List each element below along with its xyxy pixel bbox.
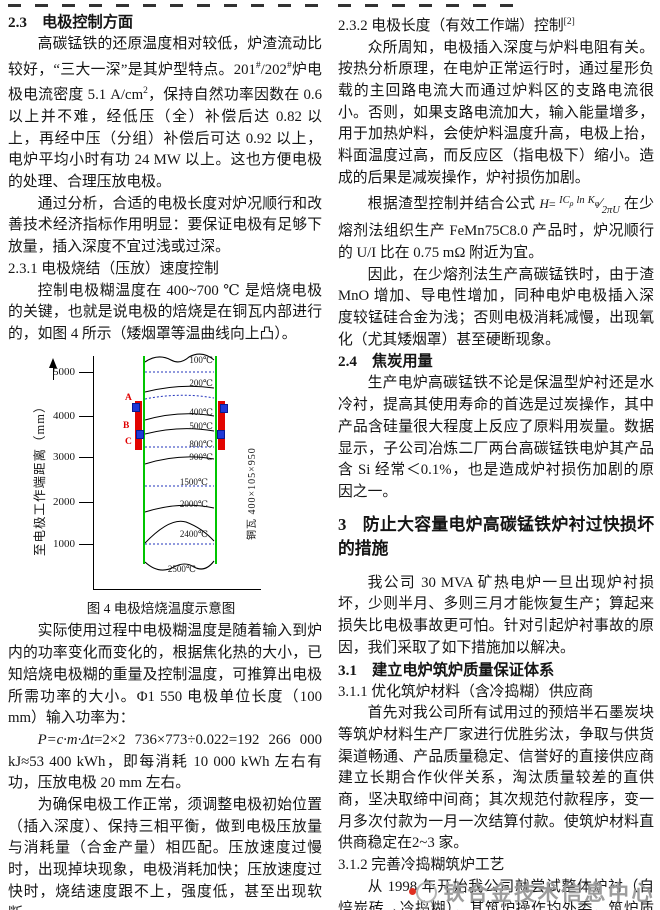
watermark-red-dot-icon xyxy=(408,887,416,895)
heading-3-1-2: 3.1.2 完善冷捣糊筑炉工艺 xyxy=(338,857,505,874)
paragraph: 高碳锰铁的还原温度相对较低，炉渣流动比较好，“三大一深”是其炉型特点。201#/… xyxy=(8,36,322,191)
clamp-marker xyxy=(136,429,144,439)
formula-paragraph: P=c·m·Δt=2×2 736×773÷0.022=192 266 000 k… xyxy=(8,731,322,792)
formula-h: H= ICρ ln Kφ∕2πU xyxy=(539,194,620,216)
heading-2-3: 2.3 电极控制方面 xyxy=(8,14,134,31)
figure-4: 5000 4000 3000 2000 1000 至电极工作端距离（mm） A … xyxy=(8,352,322,620)
isotherm-label: 900℃ xyxy=(189,451,213,462)
electrode-shell-right xyxy=(215,355,218,564)
heading-3-1-1: 3.1.1 优化筑炉材料（含冷捣糊）供应商 xyxy=(338,683,594,700)
paragraph: 实际使用过程中电极糊温度是随着输入到炉内的功率变化而变化的，根据焦化热的大小，已… xyxy=(8,623,322,727)
heading-2-4: 2.4 焦炭用量 xyxy=(338,353,433,371)
watermark-logo-icon xyxy=(408,881,437,903)
clamp-marker xyxy=(217,429,225,439)
y-tick-label: 5000 xyxy=(53,365,75,378)
clipped-text-remnant xyxy=(8,4,322,8)
watermark-text: 铁合金技术信息中心 xyxy=(443,882,655,905)
y-axis-arrow-icon xyxy=(49,357,57,368)
isotherm-label: 1500℃ xyxy=(179,476,208,487)
y-axis-arrow-stem xyxy=(52,365,54,380)
isotherm-label: 2000℃ xyxy=(179,498,208,509)
paragraph: 通过分析，合适的电极长度对炉况顺行和改善技术经济指标作用明显：要保证电极有足够下… xyxy=(8,195,322,256)
y-tick-label: 2000 xyxy=(53,495,75,508)
y-tick xyxy=(79,371,94,373)
heading-3: 3 防止大容量电炉高碳锰铁炉衬过快损坏的措施 xyxy=(338,514,654,559)
paragraph: 我公司 30 MVA 矿热电炉一旦出现炉衬损坏，少则半月、多则三月才能恢复生产；… xyxy=(338,574,654,656)
paragraph-with-formula: 根据渣型控制并结合公式 H= ICρ ln Kφ∕2πU 在少熔剂法组织生产 F… xyxy=(338,194,654,261)
isotherm-label: 500℃ xyxy=(189,420,213,431)
isotherm-label: 800℃ xyxy=(189,438,213,449)
heading-2-3-2: 2.3.2 电极长度（有效工作端）控制[2] xyxy=(338,17,575,34)
paragraph: 为确保电极工作正常，须调整电极初始位置（插入深度）、保持三相平衡，做到电极压放量… xyxy=(8,797,322,910)
y-tick xyxy=(79,415,94,417)
y-tick xyxy=(79,543,94,545)
y-tick-label: 4000 xyxy=(53,409,75,422)
electrode-shell-left xyxy=(143,355,146,564)
y-tick-label: 1000 xyxy=(53,537,75,550)
figure-4-canvas: 5000 4000 3000 2000 1000 至电极工作端距离（mm） A … xyxy=(8,352,314,592)
point-label-b: B xyxy=(123,420,130,431)
paragraph: 首先对我公司所有试用过的预焙半石墨炭块等筑炉材料生产厂家进行优胜劣汰，争取与供货… xyxy=(338,705,654,852)
isotherm-label: 100℃ xyxy=(189,354,213,365)
copper-tile-dimension-label: 铜瓦 400×105×950 xyxy=(247,446,258,540)
y-axis-title: 至电极工作端距离（mm） xyxy=(33,399,47,556)
clamp-marker xyxy=(132,402,140,412)
figure-caption: 图 4 电极焙烧温度示意图 xyxy=(86,600,236,616)
paragraph: 从 1998 年开始我公司就尝试整体炉衬（自焙炭砖→冷捣糊），其筑炉操作均外委，… xyxy=(338,878,654,910)
heading-2-3-1: 2.3.1 电极烧结（压放）速度控制 xyxy=(8,260,219,277)
heading-3-1: 3.1 建立电炉筑炉质量保证体系 xyxy=(338,661,555,679)
paragraph: 众所周知，电极插入深度与炉料电阻有关。按热分析原理，在电炉正常运行时，通过星形负… xyxy=(338,39,654,186)
y-axis-line xyxy=(93,355,94,590)
left-column: 2.3 电极控制方面 高碳锰铁的还原温度相对较低，炉渣流动比较好，“三大一深”是其… xyxy=(8,4,322,910)
paragraph: 因此，在少熔剂法生产高碳锰铁时，由于渣 MnO 增加、导电性增加，同种电炉电极插… xyxy=(338,266,654,348)
isotherm-label: 200℃ xyxy=(189,377,213,388)
copper-tile-right xyxy=(218,400,225,450)
paragraph: 控制电极糊温度在 400~700 ℃ 是焙烧电极的关键，也就是说电极的焙烧是在铜… xyxy=(8,282,322,342)
paragraph: 生产电炉高碳锰铁不论是保温型炉衬还是水冷衬，提高其使用寿命的首选是过炭操作，其中… xyxy=(338,375,654,500)
clamp-marker xyxy=(220,403,228,413)
y-tick xyxy=(79,456,94,458)
watermark-footer: 铁合金技术信息中心 xyxy=(408,877,656,907)
isotherm-curves xyxy=(144,353,215,571)
isotherm-label: 2500℃ xyxy=(167,563,196,574)
point-label-c: C xyxy=(125,436,132,447)
copper-tile-left xyxy=(135,400,142,450)
right-column: 2.3.2 电极长度（有效工作端）控制[2] 众所周知，电极插入深度与炉料电阻有… xyxy=(338,4,654,910)
y-tick-label: 3000 xyxy=(53,450,75,463)
x-axis-line xyxy=(93,588,261,590)
y-tick xyxy=(79,501,94,503)
clipped-text-remnant xyxy=(338,4,654,8)
isotherm-label: 2400℃ xyxy=(179,528,208,539)
point-label-a: A xyxy=(125,392,132,403)
isotherm-label: 400℃ xyxy=(189,406,213,417)
